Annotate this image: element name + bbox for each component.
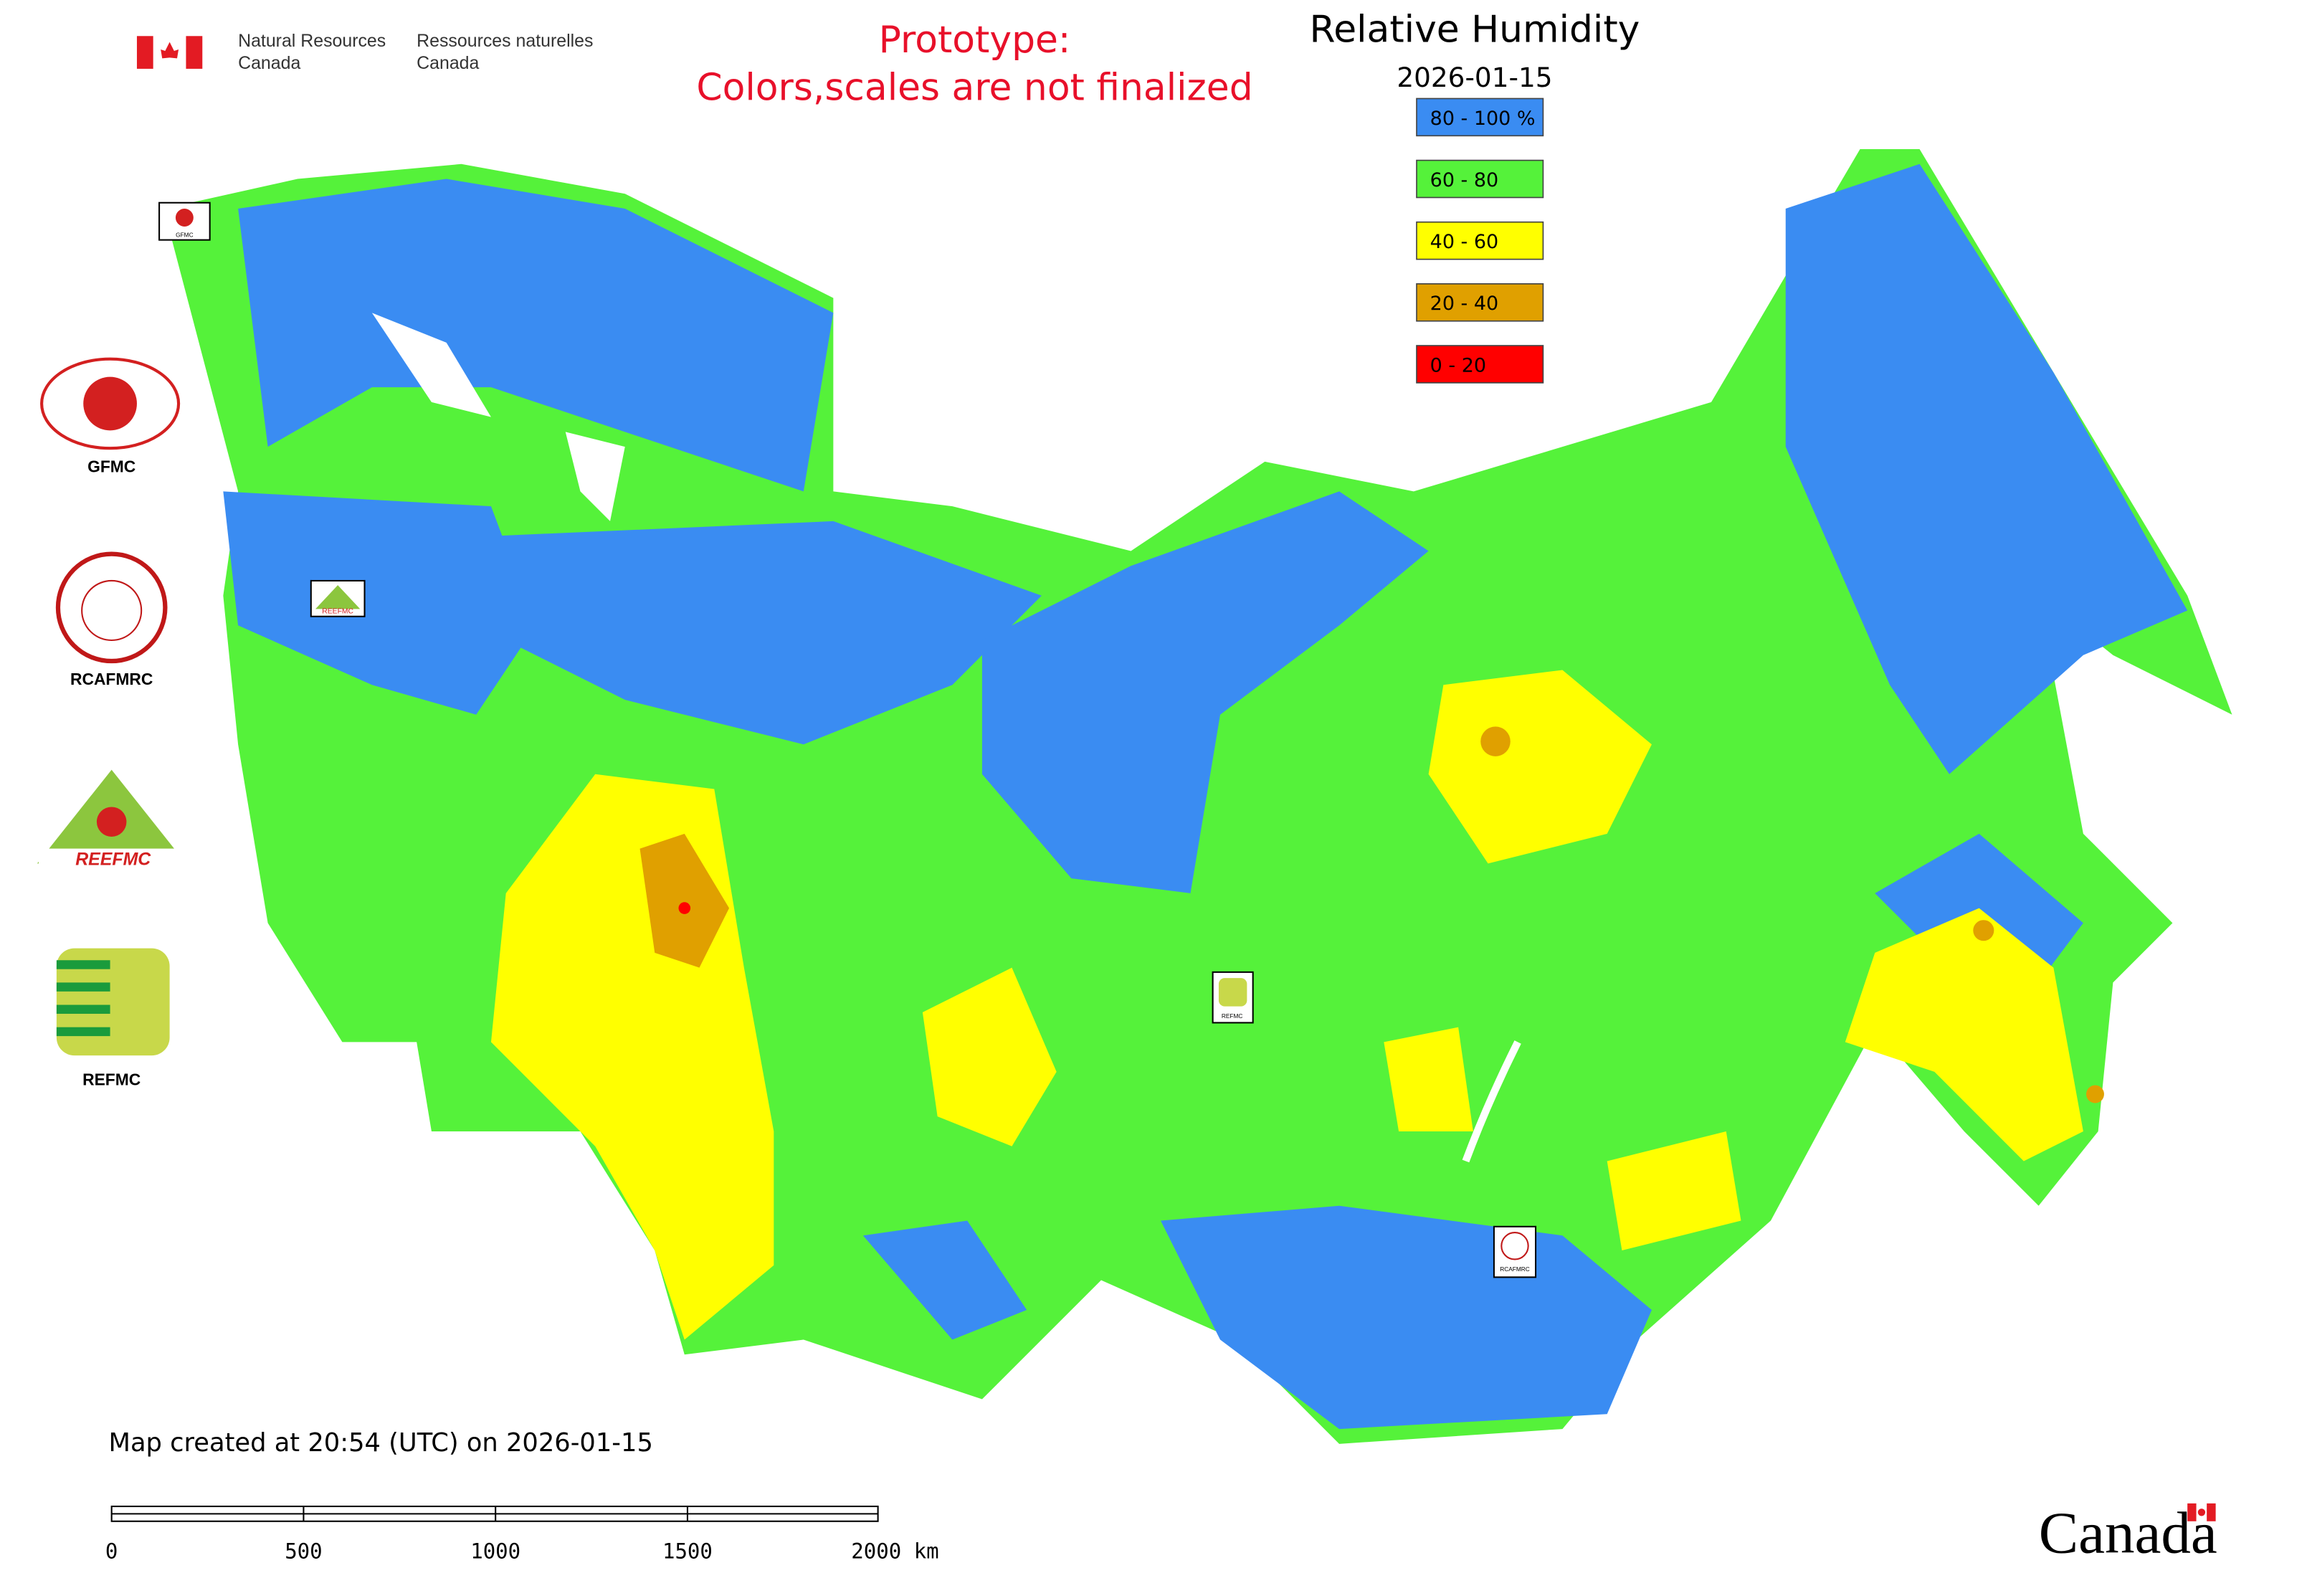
map-marker: REEFMC bbox=[310, 579, 366, 617]
logo-label: GFMC bbox=[87, 457, 135, 475]
footer: Map created at 20:54 (UTC) on 2026-01-15 bbox=[109, 1428, 653, 1458]
legend-swatch bbox=[1416, 159, 1544, 199]
marker-label: REFMC bbox=[1222, 1012, 1243, 1020]
title: Relative Humidity bbox=[1309, 9, 1640, 52]
logo-gfmc bbox=[40, 357, 181, 450]
marker-label: GFMC bbox=[176, 231, 193, 238]
logo-refmc bbox=[56, 948, 170, 1056]
agency-fr: Canada bbox=[417, 53, 479, 73]
legend-label: 0 - 20 bbox=[1430, 354, 1486, 376]
map-marker: RCAFMRC bbox=[1493, 1225, 1537, 1278]
scale-label: 1500 bbox=[662, 1539, 713, 1564]
legend-label: 80 - 100 % bbox=[1430, 108, 1536, 130]
wordmark: Canada bbox=[2039, 1499, 2217, 1565]
map-marker: GFMC bbox=[158, 201, 211, 241]
notice: Colors,scales are not finalized bbox=[696, 67, 1252, 110]
agency-fr: Ressources naturelles bbox=[417, 31, 593, 51]
agency-en: Canada bbox=[238, 53, 300, 73]
date: 2026-01-15 bbox=[1397, 62, 1552, 93]
notice: Prototype: bbox=[879, 19, 1071, 62]
legend-label: 40 - 60 bbox=[1430, 231, 1499, 253]
legend-swatch bbox=[1416, 345, 1544, 384]
logo-label: RCAFMRC bbox=[70, 670, 153, 688]
marker-label: REEFMC bbox=[322, 608, 353, 616]
legend-label: 20 - 40 bbox=[1430, 293, 1499, 315]
map bbox=[163, 149, 2232, 1444]
marker-label: RCAFMRC bbox=[1500, 1265, 1529, 1273]
logo-rcafmrc bbox=[55, 551, 168, 664]
legend: 80 - 100 % 60 - 80 40 - 60 20 - 40 0 - 20 bbox=[1416, 98, 1544, 384]
map-marker: REFMC bbox=[1212, 971, 1254, 1024]
agency-en: Natural Resources bbox=[238, 31, 386, 51]
logo-label: REEFMC bbox=[75, 849, 151, 869]
scale-label: 0 bbox=[105, 1539, 118, 1564]
logo-label: REFMC bbox=[82, 1070, 141, 1089]
legend-label: 60 - 80 bbox=[1430, 169, 1499, 191]
scale-bar: 0 500 1000 1500 2000 km bbox=[105, 1505, 939, 1564]
scale-label: 1000 bbox=[470, 1539, 520, 1564]
scale-label: 500 bbox=[285, 1539, 322, 1564]
legend-swatch bbox=[1416, 283, 1544, 322]
scale-label: 2000 km bbox=[851, 1539, 938, 1564]
legend-swatch bbox=[1416, 221, 1544, 260]
legend-swatch bbox=[1416, 98, 1544, 137]
canada-flag bbox=[136, 36, 203, 69]
logo-reefmc bbox=[37, 769, 188, 867]
canada-wordmark bbox=[2187, 1503, 2216, 1521]
